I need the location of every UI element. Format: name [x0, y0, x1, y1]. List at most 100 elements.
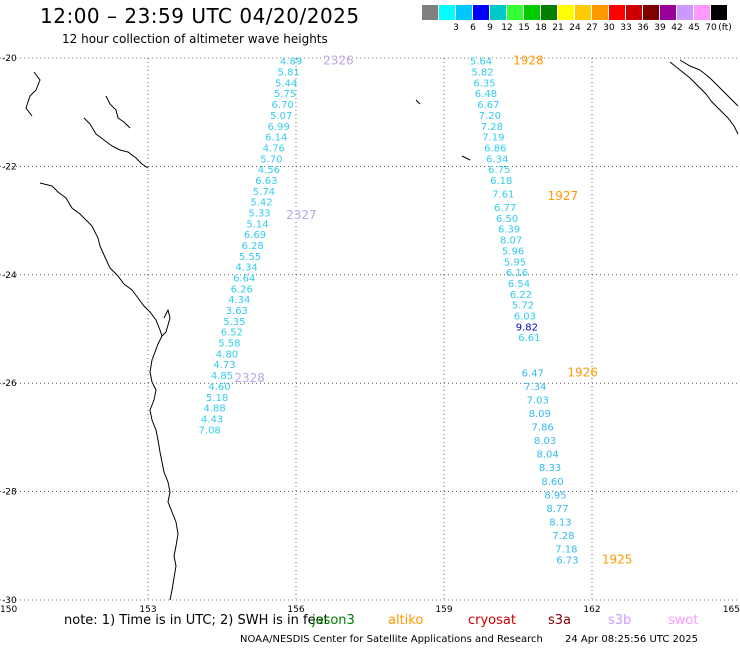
wave-height-value: 6.03 — [514, 311, 536, 322]
satellite-name: cryosat — [468, 613, 516, 628]
legend-label: 33 — [620, 23, 632, 33]
wave-height-value: 5.58 — [218, 339, 240, 350]
wave-height-value: 6.34 — [486, 154, 508, 165]
wave-height-value: 7.08 — [199, 425, 221, 436]
legend-label: 3 — [453, 23, 459, 33]
footer-note: note: 1) Time is in UTC; 2) SWH is in fe… — [64, 613, 329, 628]
lat-tick-label: -30 — [2, 596, 17, 606]
wave-height-value: 8.09 — [529, 409, 551, 420]
wave-height-value: 6.70 — [272, 100, 294, 111]
wave-height-value: 7.19 — [482, 133, 504, 144]
legend-label: 42 — [671, 23, 683, 33]
wave-height-value: 6.67 — [477, 100, 499, 111]
wave-height-value: 6.16 — [506, 268, 528, 279]
lon-tick-label: 162 — [583, 605, 600, 615]
wave-height-value: 5.44 — [275, 78, 297, 89]
wave-height-value: 6.86 — [484, 143, 506, 154]
satellite-name: swot — [668, 613, 699, 628]
legend-swatch — [507, 5, 523, 20]
pass-time-label: 2327 — [286, 208, 317, 222]
legend-label: 21 — [552, 23, 564, 33]
wave-height-value: 6.35 — [473, 78, 495, 89]
wave-height-value: 6.63 — [255, 176, 277, 187]
wave-height-value: 3.63 — [226, 306, 248, 317]
legend-label: 6 — [470, 23, 476, 33]
wave-height-value: 5.74 — [253, 187, 275, 198]
lat-tick-label: -24 — [2, 271, 17, 281]
cape-york-fragment — [83, 117, 149, 169]
legend-swatch — [609, 5, 625, 20]
pass-time-label: 1927 — [548, 189, 579, 203]
legend-label: 9 — [487, 23, 493, 33]
wave-height-value: 6.28 — [241, 241, 263, 252]
wave-height-value: 4.43 — [201, 414, 223, 425]
wave-height-value: 5.64 — [470, 57, 492, 68]
lat-lon-grid — [0, 57, 740, 601]
legend-swatch — [524, 5, 540, 20]
wave-height-value: 4.76 — [263, 143, 285, 154]
wave-height-value: 8.95 — [544, 490, 566, 501]
wave-height-value: 8.77 — [546, 504, 568, 515]
wave-height-value: 6.22 — [510, 290, 532, 301]
legend-swatch — [626, 5, 642, 20]
wave-height-value: 8.60 — [541, 477, 563, 488]
map-title: 12:00 – 23:59 UTC 04/20/2025 — [40, 4, 360, 28]
wave-height-value: 6.73 — [556, 555, 578, 566]
wave-height-value: 4.80 — [216, 349, 238, 360]
wave-height-value: 5.81 — [277, 68, 299, 79]
wave-height-value: 4.85 — [211, 371, 233, 382]
satellite-name: s3a — [548, 613, 572, 628]
legend-swatch — [456, 5, 472, 20]
lon-tick-label: 153 — [139, 605, 156, 615]
wave-height-value: 6.26 — [231, 284, 253, 295]
wave-height-value: 7.28 — [552, 531, 574, 542]
pass-time-label: 1926 — [567, 365, 598, 379]
lon-tick-label: 156 — [287, 605, 304, 615]
wave-height-value: 5.82 — [471, 68, 493, 79]
altimeter-tracks: 4.895.815.445.756.705.076.996.144.765.70… — [199, 54, 633, 567]
wave-height-value: 6.61 — [518, 333, 540, 344]
wave-height-value: 6.69 — [244, 230, 266, 241]
wave-height-value: 6.54 — [508, 279, 530, 290]
wave-height-value: 7.61 — [492, 190, 514, 201]
wave-height-value: 5.35 — [223, 317, 245, 328]
lon-tick-label: 165 — [723, 605, 740, 615]
satellite-name: jason3 — [312, 613, 355, 628]
legend-label: 39 — [654, 23, 666, 33]
wave-height-value: 8.07 — [500, 236, 522, 247]
legend-label: 27 — [586, 23, 598, 33]
pass-time-label: 2326 — [323, 54, 354, 68]
legend-unit: (ft) — [718, 23, 732, 33]
lat-tick-label: -20 — [2, 54, 17, 64]
wave-height-value: 4.89 — [280, 57, 302, 68]
wave-height-value: 7.20 — [479, 111, 501, 122]
wave-height-value: 6.14 — [265, 133, 287, 144]
map-subtitle: 12 hour collection of altimeter wave hei… — [62, 32, 328, 46]
inlet-fragment — [25, 71, 41, 117]
wave-height-value: 7.34 — [524, 382, 546, 393]
legend-swatch — [473, 5, 489, 20]
legend-swatch — [575, 5, 591, 20]
legend-label: 18 — [535, 23, 547, 33]
wave-height-value: 5.70 — [260, 154, 282, 165]
legend-swatch — [643, 5, 659, 20]
legend-swatch — [660, 5, 676, 20]
lat-tick-label: -26 — [2, 379, 17, 389]
legend-label: 70 — [705, 23, 717, 33]
wave-height-value: 6.64 — [233, 274, 255, 285]
wave-height-value: 7.28 — [481, 122, 503, 133]
wave-height-value: 6.99 — [268, 122, 290, 133]
legend-swatch — [558, 5, 574, 20]
wave-height-value: 8.33 — [539, 463, 561, 474]
legend-swatch — [694, 5, 710, 20]
legend-label: 15 — [518, 23, 530, 33]
new-caledonia-east — [679, 59, 739, 107]
legend-swatch — [711, 5, 727, 20]
wave-height-value: 6.77 — [494, 203, 516, 214]
lon-tick-label: 159 — [435, 605, 452, 615]
legend-swatch — [439, 5, 455, 20]
satellite-name: s3b — [608, 613, 632, 628]
legend-swatch — [677, 5, 693, 20]
wave-height-value: 5.75 — [274, 89, 296, 100]
